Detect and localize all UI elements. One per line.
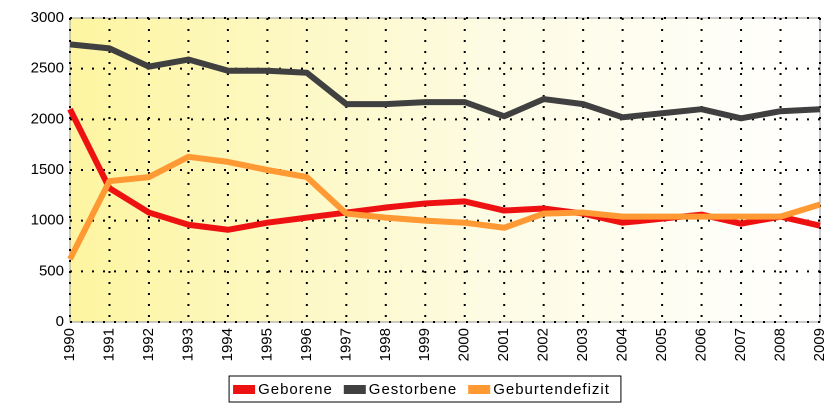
x-tick-label: 2007 [732, 328, 749, 361]
x-tick-label: 2002 [535, 328, 552, 361]
x-tick-label: 2000 [456, 328, 473, 361]
y-tick-label: 2500 [31, 60, 64, 77]
x-tick-label: 2008 [771, 328, 788, 361]
x-tick-label: 2006 [693, 328, 710, 361]
x-tick-label: 1995 [258, 328, 275, 361]
y-tick-label: 3000 [31, 9, 64, 26]
x-tick-label: 1991 [100, 328, 117, 361]
x-tick-label: 1993 [179, 328, 196, 361]
legend-label: Geborene [258, 381, 333, 398]
x-tick-label: 2003 [574, 328, 591, 361]
y-tick-label: 1000 [31, 212, 64, 229]
legend-swatch [343, 385, 366, 394]
y-tick-label: 500 [39, 262, 64, 279]
x-tick-label: 2001 [495, 328, 512, 361]
legend-label: Geburtendefizit [493, 381, 610, 398]
x-tick-label: 2004 [614, 328, 631, 361]
x-tick-label: 1999 [416, 328, 433, 361]
x-tick-label: 2005 [653, 328, 670, 361]
legend-label: Gestorbene [369, 381, 457, 398]
x-tick-label: 2009 [811, 328, 828, 361]
line-series [69, 41, 821, 122]
x-tick-label: 1997 [337, 328, 354, 361]
legend-box [228, 375, 622, 403]
x-tick-label: 1992 [140, 328, 157, 361]
x-tick-label: 1998 [377, 328, 394, 361]
legend-swatch [233, 385, 256, 394]
line-series [67, 153, 821, 261]
x-tick-label: 1990 [61, 328, 78, 361]
legend-swatch [468, 385, 491, 394]
y-tick-label: 2000 [31, 110, 64, 127]
y-tick-label: 0 [56, 313, 64, 330]
y-tick-label: 1500 [31, 161, 64, 178]
x-tick-label: 1994 [219, 328, 236, 361]
x-tick-label: 1996 [298, 328, 315, 361]
